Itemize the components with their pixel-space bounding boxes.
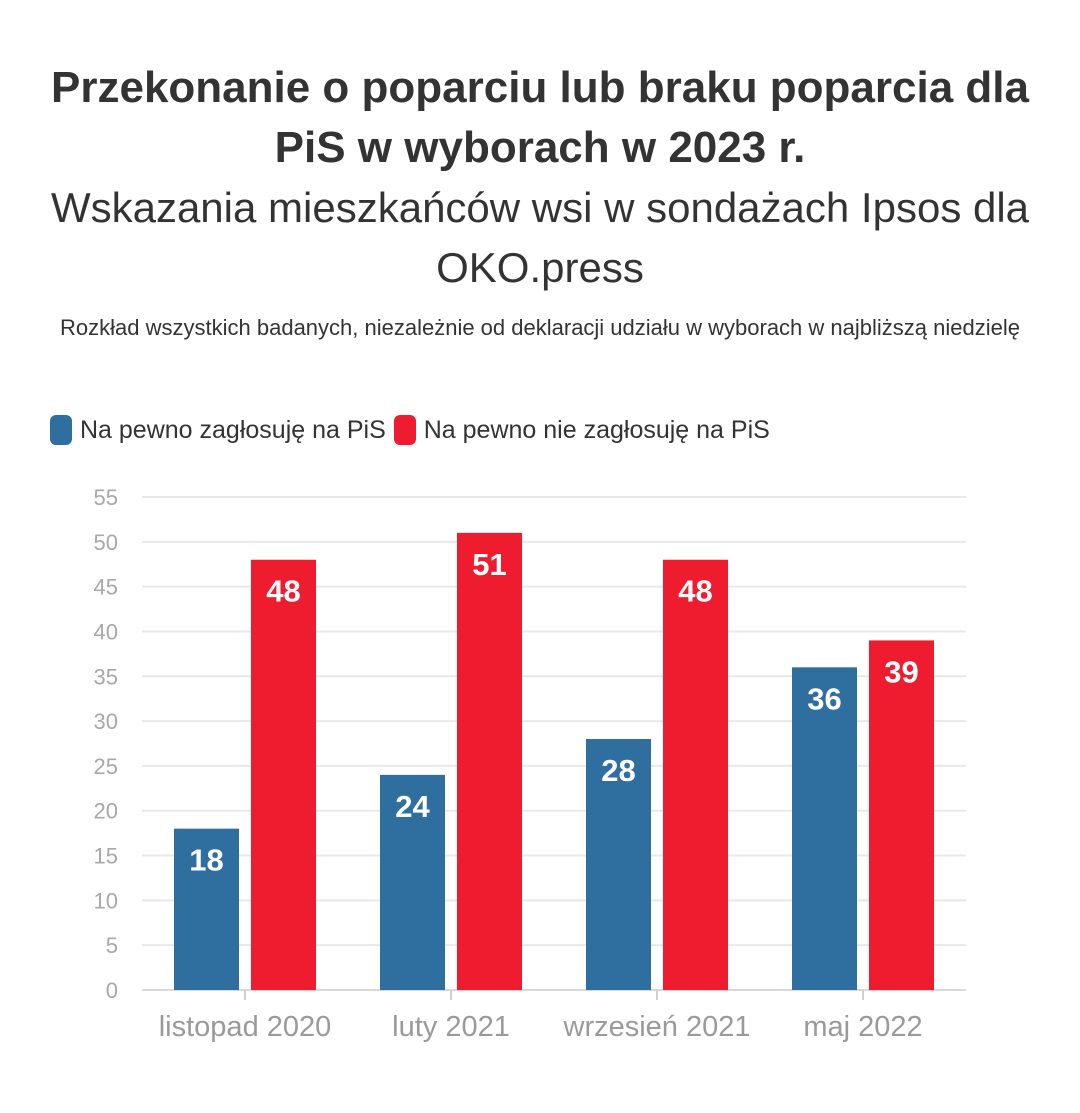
chart-subtitle: Wskazania mieszkańców wsi w sondażach Ip… (50, 184, 1030, 291)
data-label-halo: 48 (266, 574, 300, 609)
bars (174, 532, 934, 990)
x-tick-label: wrzesień 2021 (563, 1011, 751, 1043)
data-label-halo: 18 (189, 843, 223, 878)
y-tick-label: 45 (94, 575, 118, 600)
y-tick-label: 0 (106, 978, 118, 1003)
y-tick-label: 5 (106, 933, 118, 958)
data-label: 24 (395, 789, 430, 824)
y-tick-label: 25 (94, 754, 118, 779)
data-label-halo: 39 (884, 654, 918, 689)
y-tick-label: 40 (94, 619, 118, 644)
bar-pis-no (457, 532, 522, 990)
y-tick-label: 55 (94, 485, 118, 510)
bar-pis-no (869, 640, 934, 990)
y-tick-label: 10 (94, 888, 118, 913)
data-label: 28 (601, 753, 635, 788)
legend-swatch-red (393, 415, 416, 445)
data-label: 39 (884, 654, 918, 689)
legend-label: Na pewno nie zagłosuję na PiS (423, 415, 770, 444)
y-tick-label: 50 (94, 530, 118, 555)
data-label-halo: 28 (601, 753, 635, 788)
y-tick-label: 35 (94, 664, 118, 689)
bar-pis-no (251, 559, 316, 990)
chart-note: Rozkład wszystkich badanych, niezależnie… (60, 315, 1020, 340)
data-label-halo: 24 (395, 789, 430, 824)
data-label: 48 (266, 574, 300, 609)
legend-item-pis-no[interactable]: Na pewno nie zagłosuję na PiS (393, 415, 770, 445)
data-label: 18 (189, 843, 223, 878)
y-tick-label: 15 (94, 844, 118, 869)
x-tick-label: luty 2021 (392, 1011, 510, 1043)
y-tick-label: 30 (94, 709, 118, 734)
data-label-halo: 51 (472, 547, 506, 582)
legend: Na pewno zagłosuję na PiS Na pewno nie z… (50, 410, 778, 450)
chart-title: Przekonanie o poparciu lub braku poparci… (51, 63, 1029, 172)
legend-label: Na pewno zagłosuję na PiS (80, 415, 386, 444)
legend-swatch-blue (50, 415, 72, 445)
data-label: 36 (807, 681, 841, 716)
y-tick-label: 20 (94, 799, 118, 824)
bar-pis-yes (174, 828, 239, 990)
bar-pis-yes (586, 739, 651, 990)
x-tick-label: maj 2022 (803, 1011, 922, 1043)
bar-pis-no (663, 559, 728, 990)
x-tick-label: listopad 2020 (159, 1011, 332, 1043)
data-label: 48 (678, 574, 712, 609)
bar-pis-yes (380, 774, 445, 990)
bar-pis-yes (792, 667, 857, 990)
data-label-halo: 48 (678, 574, 712, 609)
data-label-halo: 36 (807, 681, 841, 716)
legend-item-pis-yes[interactable]: Na pewno zagłosuję na PiS (50, 415, 386, 445)
axes: 0 5 10 15 20 25 30 35 40 45 50 55 listopad 2020 luty … (94, 485, 923, 1043)
data-label: 51 (472, 547, 506, 582)
